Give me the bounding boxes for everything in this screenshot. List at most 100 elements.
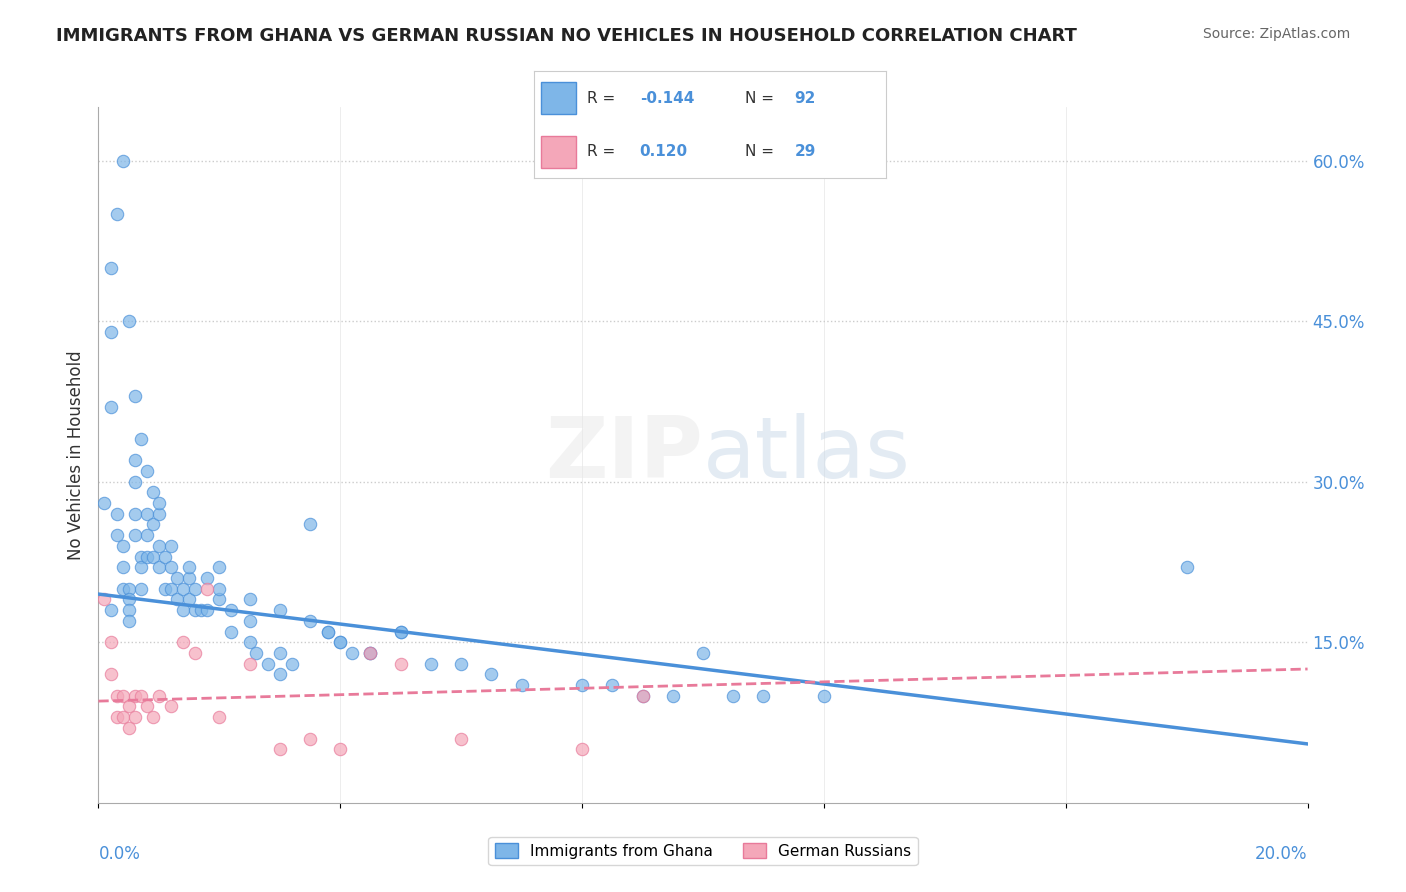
Point [135, 507, 157, 521]
Point [111, 539, 134, 553]
Point [190, 603, 212, 617]
Point [124, 507, 146, 521]
Point [239, 635, 262, 649]
Point [221, 603, 243, 617]
Point [118, 614, 141, 628]
Point [329, 742, 352, 756]
Point [153, 582, 176, 596]
Point [631, 689, 654, 703]
Text: 0.120: 0.120 [640, 145, 688, 159]
FancyBboxPatch shape [541, 82, 576, 114]
Point [692, 646, 714, 660]
Point [360, 646, 382, 660]
Text: 92: 92 [794, 91, 815, 105]
Point [256, 657, 278, 671]
Point [93, 496, 115, 510]
Point [195, 582, 218, 596]
Text: R =: R = [588, 91, 620, 105]
Point [316, 624, 339, 639]
Point [195, 571, 218, 585]
Point [111, 710, 134, 724]
Point [100, 667, 122, 681]
Point [118, 592, 141, 607]
Point [148, 496, 170, 510]
Point [118, 314, 141, 328]
Point [179, 592, 201, 607]
Text: atlas: atlas [703, 413, 911, 497]
Point [602, 678, 624, 692]
Point [316, 624, 339, 639]
Point [105, 710, 128, 724]
Point [269, 667, 291, 681]
Point [245, 646, 267, 660]
Point [360, 646, 382, 660]
Point [342, 646, 364, 660]
Point [813, 689, 835, 703]
Point [723, 689, 745, 703]
Point [111, 582, 134, 596]
Point [481, 667, 503, 681]
Text: R =: R = [588, 145, 620, 159]
Point [129, 549, 152, 564]
Point [450, 731, 472, 746]
Text: N =: N = [745, 145, 779, 159]
Point [105, 207, 128, 221]
Point [148, 560, 170, 574]
Point [172, 603, 194, 617]
Point [571, 742, 593, 756]
Point [111, 153, 134, 168]
Point [153, 549, 176, 564]
Point [208, 592, 231, 607]
Point [124, 528, 146, 542]
Point [135, 464, 157, 478]
Point [195, 603, 218, 617]
Point [1175, 560, 1198, 574]
Point [221, 624, 243, 639]
Point [100, 635, 122, 649]
Point [135, 549, 157, 564]
Point [160, 699, 183, 714]
Point [124, 389, 146, 403]
Point [124, 475, 146, 489]
Point [450, 657, 472, 671]
Point [389, 624, 412, 639]
Point [111, 689, 134, 703]
Text: ZIP: ZIP [546, 413, 703, 497]
Point [142, 517, 165, 532]
Point [360, 646, 382, 660]
Point [142, 710, 165, 724]
Point [142, 549, 165, 564]
Point [160, 560, 183, 574]
Point [389, 657, 412, 671]
Point [135, 699, 157, 714]
Text: Source: ZipAtlas.com: Source: ZipAtlas.com [1202, 27, 1350, 41]
Point [135, 528, 157, 542]
Point [631, 689, 654, 703]
Point [105, 507, 128, 521]
Point [124, 710, 146, 724]
Point [160, 582, 183, 596]
Point [148, 507, 170, 521]
Point [129, 432, 152, 446]
Point [662, 689, 685, 703]
Point [100, 400, 122, 414]
Point [105, 689, 128, 703]
Point [148, 689, 170, 703]
Point [129, 689, 152, 703]
Point [299, 731, 322, 746]
Text: 0.0%: 0.0% [98, 845, 141, 863]
Point [329, 635, 352, 649]
Point [281, 657, 304, 671]
Point [179, 571, 201, 585]
Point [184, 646, 207, 660]
Point [129, 560, 152, 574]
Point [111, 560, 134, 574]
Point [299, 517, 322, 532]
Text: 29: 29 [794, 145, 815, 159]
Point [208, 582, 231, 596]
Point [129, 582, 152, 596]
Point [148, 539, 170, 553]
Point [329, 635, 352, 649]
Point [420, 657, 443, 671]
Point [100, 603, 122, 617]
